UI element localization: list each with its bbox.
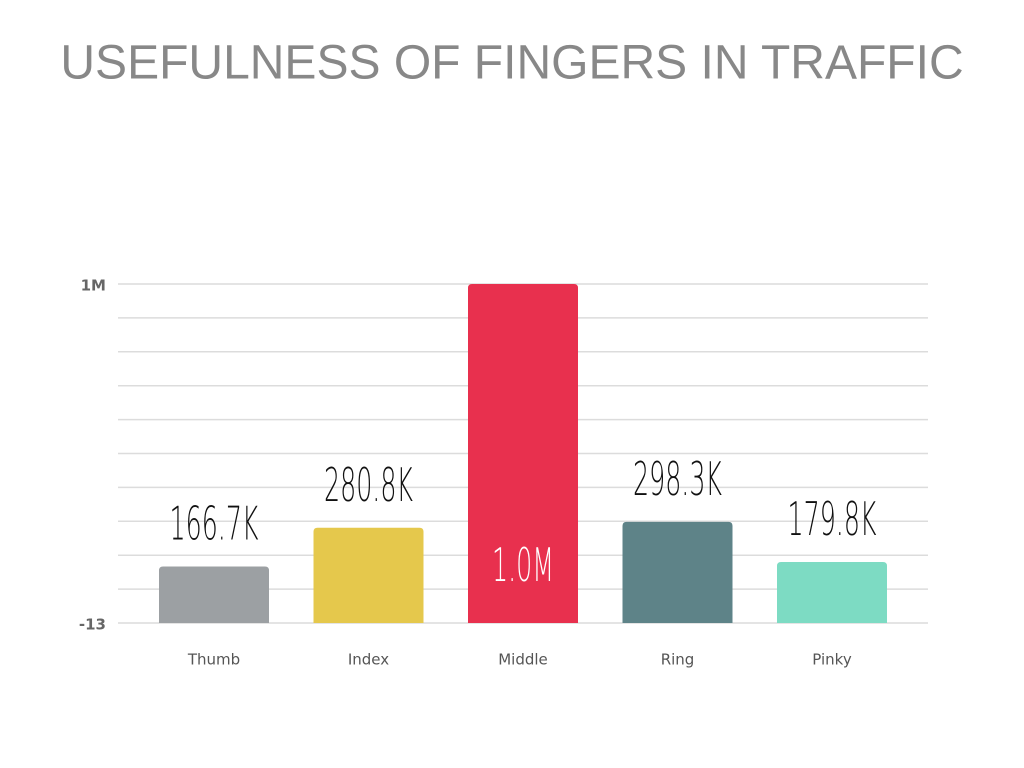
bar	[159, 566, 269, 623]
value-label: 179.8K	[788, 493, 877, 546]
x-tick-label: Middle	[498, 651, 548, 669]
bar	[777, 562, 887, 623]
bar	[622, 521, 733, 623]
x-tick-label: Index	[348, 651, 389, 669]
value-label: 166.7K	[170, 497, 259, 550]
value-label: 280.8K	[324, 459, 413, 512]
bar	[313, 527, 424, 623]
x-tick-label: Thumb	[187, 651, 240, 669]
x-tick-label: Ring	[661, 651, 695, 669]
chart-title: USEFULNESS OF FINGERS IN TRAFFIC	[60, 37, 963, 90]
bar	[468, 284, 578, 623]
y-tick-label: -13	[79, 616, 106, 634]
value-label: 298.3K	[633, 453, 722, 506]
x-tick-label: Pinky	[812, 651, 852, 669]
value-label: 1.0M	[492, 539, 554, 592]
y-tick-label: 1M	[81, 277, 106, 295]
